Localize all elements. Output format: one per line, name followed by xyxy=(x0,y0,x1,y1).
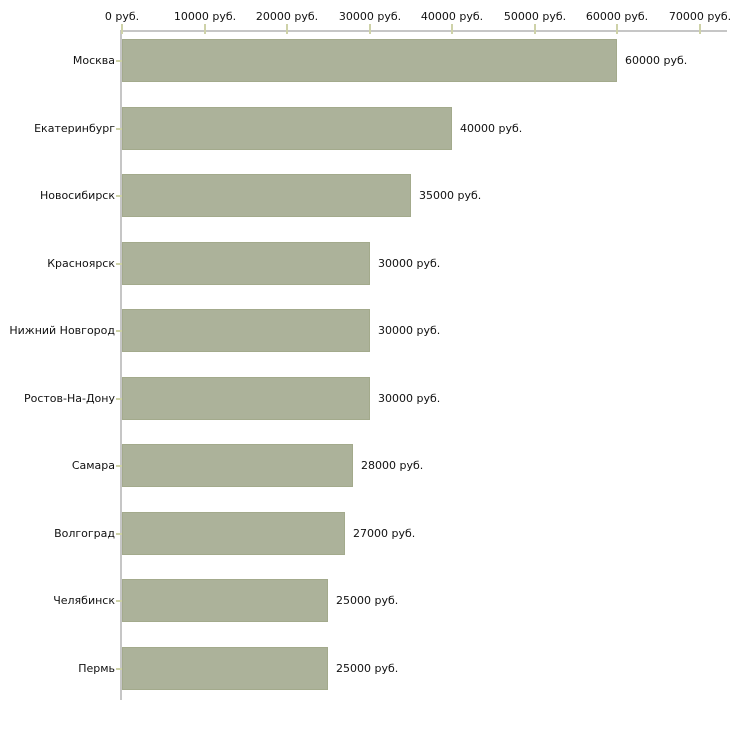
x-axis-tick xyxy=(286,24,288,34)
category-tick xyxy=(116,128,122,130)
category-tick xyxy=(116,398,122,400)
x-axis-tick-label: 10000 руб. xyxy=(173,10,237,23)
category-label: Самара xyxy=(71,459,115,472)
bar xyxy=(122,377,370,420)
category-tick xyxy=(116,600,122,602)
x-axis-tick xyxy=(616,24,618,34)
x-axis-tick xyxy=(204,24,206,34)
value-label: 35000 руб. xyxy=(419,189,482,202)
bar xyxy=(122,647,328,690)
value-label: 25000 руб. xyxy=(336,662,399,675)
bar xyxy=(122,512,345,555)
x-axis-tick-label: 20000 руб. xyxy=(255,10,319,23)
x-axis-tick xyxy=(121,24,123,34)
x-axis-line xyxy=(120,30,727,32)
x-axis-tick-label: 70000 руб. xyxy=(668,10,730,23)
bar xyxy=(122,309,370,352)
value-label: 40000 руб. xyxy=(460,122,523,135)
category-label: Волгоград xyxy=(54,527,115,540)
category-label: Красноярск xyxy=(47,257,115,270)
category-label: Екатеринбург xyxy=(34,122,115,135)
value-label: 60000 руб. xyxy=(625,54,688,67)
category-tick xyxy=(116,465,122,467)
x-axis-tick xyxy=(369,24,371,34)
category-label: Новосибирск xyxy=(39,189,115,202)
value-label: 30000 руб. xyxy=(378,324,441,337)
category-tick xyxy=(116,533,122,535)
category-label: Челябинск xyxy=(53,594,115,607)
value-label: 28000 руб. xyxy=(361,459,424,472)
x-axis-tick-label: 30000 руб. xyxy=(338,10,402,23)
value-label: 30000 руб. xyxy=(378,257,441,270)
category-tick xyxy=(116,195,122,197)
bar xyxy=(122,174,411,217)
category-tick xyxy=(116,668,122,670)
x-axis-tick xyxy=(699,24,701,34)
bar xyxy=(122,39,617,82)
category-label: Пермь xyxy=(78,662,115,675)
x-axis-tick-label: 60000 руб. xyxy=(585,10,649,23)
x-axis-tick xyxy=(534,24,536,34)
y-axis-line xyxy=(120,30,122,700)
x-axis-tick-label: 40000 руб. xyxy=(420,10,484,23)
value-label: 25000 руб. xyxy=(336,594,399,607)
value-label: 30000 руб. xyxy=(378,392,441,405)
bar xyxy=(122,444,353,487)
category-label: Ростов-На-Дону xyxy=(23,392,115,405)
x-axis-tick-label: 0 руб. xyxy=(104,10,140,23)
category-label: Москва xyxy=(72,54,115,67)
category-label: Нижний Новгород xyxy=(9,324,115,337)
category-tick xyxy=(116,263,122,265)
value-label: 27000 руб. xyxy=(353,527,416,540)
category-tick xyxy=(116,60,122,62)
bar xyxy=(122,242,370,285)
category-tick xyxy=(116,330,122,332)
bar xyxy=(122,107,452,150)
x-axis-tick-label: 50000 руб. xyxy=(503,10,567,23)
bar xyxy=(122,579,328,622)
x-axis-tick xyxy=(451,24,453,34)
